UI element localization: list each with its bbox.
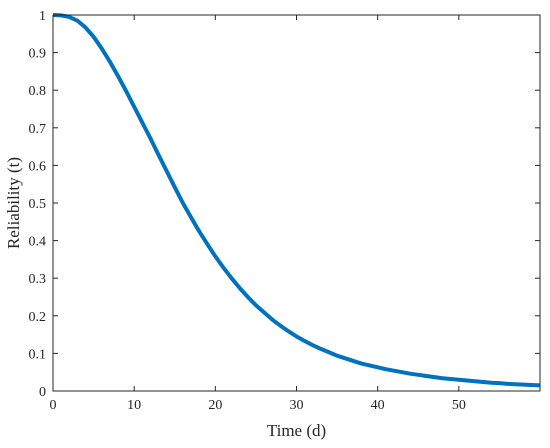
plot-frame [52,14,541,392]
y-tick-label: 1 [39,9,46,24]
y-tick-label: 0.8 [29,84,47,99]
series-layer [52,13,541,388]
x-tick-label: 20 [208,398,222,413]
y-tick-label: 0.7 [29,122,47,137]
x-tick-label: 10 [127,398,141,413]
y-tick-label: 0 [39,385,46,400]
x-tick-label: 30 [290,398,304,413]
y-tick-label: 0.1 [29,347,47,362]
y-tick-label: 0.4 [29,235,47,250]
y-tick-label: 0.6 [29,159,47,174]
series-line-0 [52,13,541,388]
x-axis-ticks: 0 10 20 30 40 50 [50,15,466,413]
y-tick-label: 0.2 [29,310,47,325]
y-tick-label: 0.9 [29,47,47,62]
y-axis-title: Reliability (t) [4,157,23,249]
y-tick-label: 0.5 [29,197,47,212]
x-tick-label: 0 [50,398,57,413]
x-axis-title: Time (d) [267,421,326,440]
x-tick-label: 50 [452,398,466,413]
x-tick-label: 40 [371,398,385,413]
plot-area [53,15,540,391]
y-tick-label: 0.3 [29,272,47,287]
y-axis-ticks: 0 0.1 0.2 0.3 0.4 0.5 0.6 0.7 0.8 0.9 1 [29,9,540,400]
